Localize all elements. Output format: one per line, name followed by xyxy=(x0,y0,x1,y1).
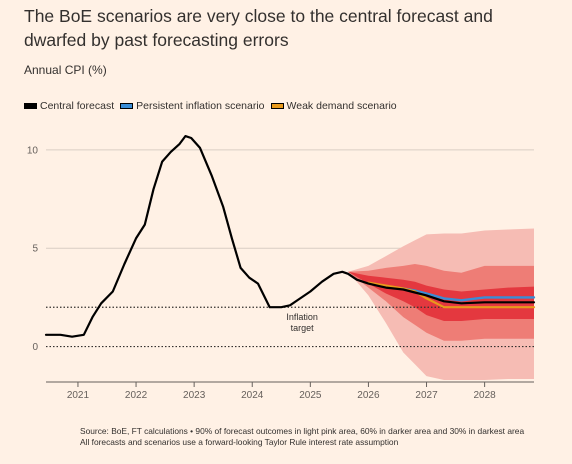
legend-item-central: Central forecast xyxy=(24,100,114,112)
x-tick-label: 2022 xyxy=(125,390,148,401)
source-note: Source: BoE, FT calculations • 90% of fo… xyxy=(80,426,560,448)
annotation-target: target xyxy=(291,323,315,333)
y-tick-label: 5 xyxy=(32,244,38,255)
legend-label-persistent: Persistent inflation scenario xyxy=(136,100,265,112)
y-axis-label: Annual CPI (%) xyxy=(24,63,107,77)
legend-item-weak: Weak demand scenario xyxy=(270,100,397,112)
x-tick-label: 2028 xyxy=(473,390,496,401)
legend-swatch-weak xyxy=(270,103,284,109)
y-tick-label: 0 xyxy=(32,342,38,353)
source-line-1: Source: BoE, FT calculations • 90% of fo… xyxy=(80,426,525,436)
legend-swatch-central xyxy=(24,103,37,109)
y-tick-label: 10 xyxy=(27,145,39,156)
legend: Central forecast Persistent inflation sc… xyxy=(24,100,403,112)
central-forecast-line xyxy=(44,135,536,338)
x-tick-label: 2021 xyxy=(67,390,90,401)
weak-demand-line xyxy=(367,281,536,309)
x-tick-label: 2025 xyxy=(299,390,322,401)
legend-label-central: Central forecast xyxy=(40,100,115,112)
x-tick-label: 2024 xyxy=(241,390,264,401)
x-tick-label: 2023 xyxy=(183,390,206,401)
legend-label-weak: Weak demand scenario xyxy=(286,100,397,112)
chart-title: The BoE scenarios are very close to the … xyxy=(24,6,493,50)
annotation-inflation: Inflation xyxy=(286,312,318,322)
legend-item-persistent: Persistent inflation scenario xyxy=(120,100,265,112)
source-line-2: All forecasts and scenarios use a forwar… xyxy=(80,437,399,447)
x-tick-label: 2027 xyxy=(415,390,438,401)
legend-swatch-persistent xyxy=(120,103,134,109)
x-tick-label: 2026 xyxy=(357,390,380,401)
